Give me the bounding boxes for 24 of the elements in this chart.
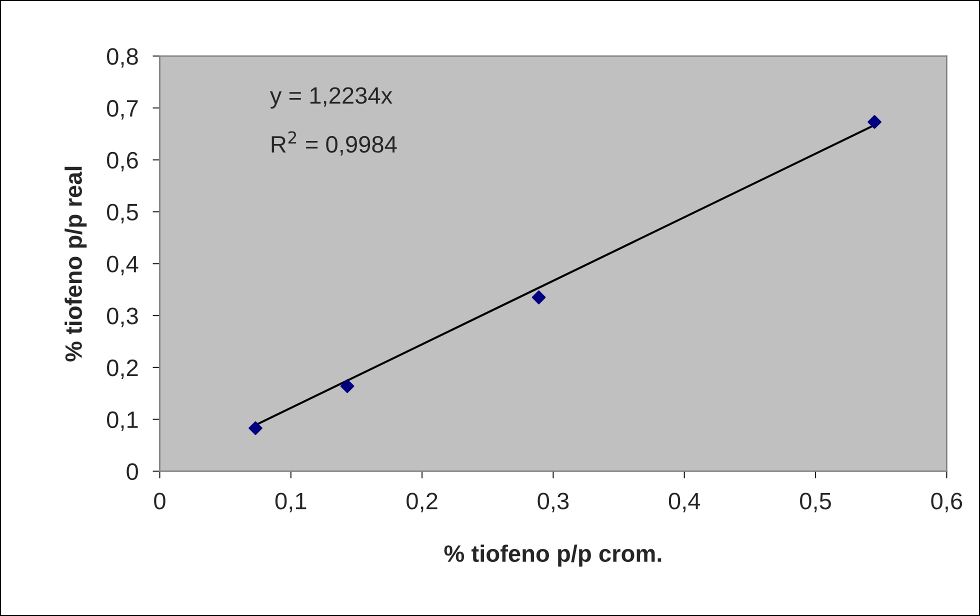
x-tick-label: 0,4: [668, 492, 700, 512]
x-tick-label: 0: [154, 492, 166, 510]
x-tick-label: 0,5: [800, 492, 831, 512]
y-tick-label: 0,2: [107, 360, 138, 380]
y-tick-label: 0: [126, 463, 138, 480]
point: [868, 115, 882, 129]
x-axis-title: % tiofeno p/p crom.: [444, 544, 662, 567]
y-tick-label: 0,4: [107, 256, 138, 276]
y-tick-label: 0,3: [107, 308, 138, 328]
y-axis-title: % tiofeno p/p real: [64, 166, 87, 362]
y-tick-label: 0,6: [107, 152, 138, 172]
y-tick-label: 0,1: [107, 411, 138, 431]
x-tick-label: 0,3: [538, 492, 569, 512]
y-tick-label: 0,7: [107, 100, 138, 120]
x-tick-label: 0,2: [406, 492, 438, 512]
point: [532, 290, 546, 304]
x-tick-label: 0,1: [275, 492, 306, 512]
x-tick-label: 0,6: [931, 492, 962, 512]
point: [248, 421, 262, 436]
point: [340, 379, 354, 394]
y-tick-label: 0,5: [107, 204, 138, 224]
y-tick-label: 0,8: [107, 48, 138, 68]
annotation: R$^{2}$ = 0,9984: [272, 131, 397, 156]
annotation: y = 1,2234x: [270, 87, 392, 109]
